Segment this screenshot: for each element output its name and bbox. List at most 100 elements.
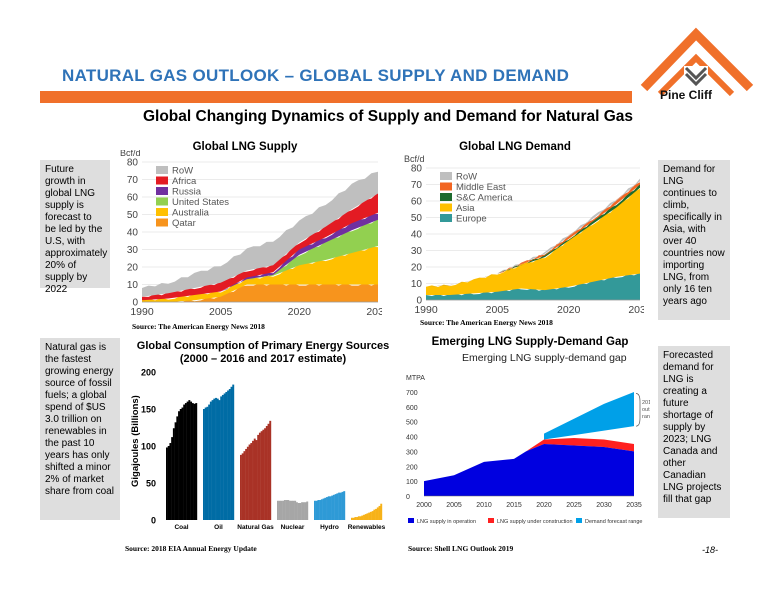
consumption-bar-hydro: [324, 497, 327, 520]
demand-y-tick-label: 30: [411, 246, 423, 257]
consumption-bar-natural-gas: [241, 453, 244, 520]
gap-annotation-text: 2018: [642, 400, 650, 406]
consumption-bar-hydro: [343, 491, 346, 520]
consumption-bar-natural-gas: [240, 454, 242, 520]
consumption-bar-oil: [221, 394, 224, 520]
consumption-bar-renewables: [368, 512, 371, 520]
consumption-bar-coal: [174, 422, 177, 520]
supply-legend-swatch: [156, 208, 168, 216]
consumption-bar-hydro: [319, 500, 322, 520]
consumption-bar-renewables: [373, 509, 376, 520]
consumption-bar-nuclear: [278, 500, 281, 520]
consumption-bar-oil: [218, 400, 221, 520]
consumption-bar-hydro: [320, 499, 323, 520]
consumption-bar-coal: [190, 401, 193, 520]
gap-legend-swatch: [576, 518, 582, 523]
consumption-bar-natural-gas: [246, 446, 249, 520]
consumption-bar-hydro: [314, 500, 316, 520]
consumption-bar-natural-gas: [262, 429, 265, 520]
consumption-bar-renewables: [354, 517, 357, 520]
demand-legend-label: RoW: [456, 172, 477, 183]
consumption-bar-hydro: [332, 494, 335, 520]
consumption-bar-hydro: [338, 492, 341, 520]
consumption-bar-hydro: [331, 495, 334, 520]
supply-y-tick-label: 0: [132, 298, 138, 309]
demand-legend-swatch: [440, 214, 452, 222]
demand-y-tick-label: 80: [411, 164, 423, 175]
consumption-bar-hydro: [327, 496, 330, 520]
consumption-bar-renewables: [352, 517, 355, 520]
consumption-bar-renewables: [357, 516, 360, 520]
consumption-bar-oil: [208, 404, 211, 520]
supply-y-tick-label: 30: [127, 245, 139, 256]
gap-legend-label: Demand forecast range: [585, 519, 642, 525]
supply-legend-swatch: [156, 187, 168, 195]
consumption-bar-nuclear: [302, 502, 305, 520]
consumption-bar-coal: [172, 428, 175, 520]
demand-legend-label: S&C America: [456, 193, 513, 204]
gap-chart: 0 100 200 300 400 500 600 700 MTPA 2000 2005 2010 20…: [406, 375, 650, 525]
company-logo: Pine Cliff: [638, 18, 758, 108]
consumption-x-tick-label: Hydro: [320, 524, 339, 531]
demand-y-tick-label: 40: [411, 230, 423, 241]
gap-series-in-operation: [424, 444, 634, 496]
supply-legend-swatch: [156, 166, 168, 174]
gap-legend-label: LNG supply in operation: [417, 519, 476, 525]
demand-x-tick-label: 2020: [557, 304, 581, 316]
consumption-bar-oil: [232, 384, 235, 520]
consumption-bar-coal: [184, 403, 187, 520]
supply-legend-label: Qatar: [172, 218, 196, 229]
gap-x-tick-label: 2025: [566, 502, 582, 509]
consumption-bar-renewables: [359, 516, 362, 520]
demand-y-tick-label: 10: [411, 279, 423, 290]
demand-x-tick-label: 1990: [414, 304, 438, 316]
consumption-bar-oil: [223, 393, 226, 520]
consumption-bar-natural-gas: [269, 420, 272, 520]
supply-x-tick-label: 2035: [366, 306, 382, 318]
supply-y-tick-label: 40: [127, 228, 139, 239]
gap-y-tick-label: 200: [406, 464, 418, 471]
consumption-bar-oil: [211, 400, 214, 520]
consumption-y-axis-label: Gigajoules (Billions): [130, 395, 141, 487]
consumption-bar-oil: [203, 409, 205, 520]
consumption-bar-hydro: [329, 496, 332, 520]
consumption-bar-coal: [169, 443, 172, 520]
roof-logo-icon: [640, 27, 754, 97]
supply-chart: 0 10 20 30 40 50 60 70 80 1990 2005 2020 2035 Bcf/d Ro…: [120, 150, 382, 318]
consumption-bar-coal: [186, 401, 189, 520]
demand-x-tick-label: 2005: [486, 304, 510, 316]
supply-legend-label: Australia: [172, 208, 210, 219]
gap-y-tick-label: 700: [406, 390, 418, 397]
consumption-bar-oil: [206, 406, 209, 520]
consumption-x-tick-label: Natural Gas: [237, 524, 274, 531]
consumption-bar-natural-gas: [245, 448, 248, 520]
consumption-chart: 0 50 100 150 200 Gigajoules (Billions) Coal Oil…: [130, 368, 386, 532]
gap-x-tick-label: 2030: [596, 502, 612, 509]
supply-legend-label: United States: [172, 197, 229, 208]
consumption-x-tick-label: Oil: [214, 524, 223, 531]
demand-legend-swatch: [440, 172, 452, 180]
consumption-bar-oil: [228, 389, 231, 520]
demand-x-tick-label: 2035: [628, 304, 644, 316]
consumption-bar-oil: [209, 401, 212, 520]
demand-y-tick-label: 20: [411, 263, 423, 274]
consumption-bar-nuclear: [301, 502, 304, 520]
consumption-y-tick-label: 150: [141, 405, 156, 415]
consumption-bar-coal: [171, 437, 174, 520]
supply-x-tick-label: 2005: [209, 306, 233, 318]
title-underline-bar: [40, 91, 632, 103]
demand-chart-title: Global LNG Demand: [459, 141, 571, 153]
consumption-bar-nuclear: [297, 502, 300, 520]
consumption-bar-renewables: [380, 503, 383, 520]
consumption-bar-natural-gas: [260, 431, 263, 520]
supply-y-tick-label: 80: [127, 158, 139, 169]
consumption-bar-coal: [181, 407, 184, 520]
consumption-bar-nuclear: [299, 502, 302, 520]
consumption-bar-oil: [204, 407, 207, 520]
supply-x-tick-label: 2020: [288, 306, 312, 318]
supply-x-tick-label: 1990: [130, 306, 154, 318]
consumption-bar-renewables: [351, 517, 353, 520]
gap-series-demand-forecast-range: [544, 392, 634, 440]
demand-chart: 0 10 20 30 40 50 60 70 80 1990 2005 2020 2035 Bcf/d Ro…: [404, 154, 644, 316]
consumption-bar-natural-gas: [258, 432, 261, 520]
